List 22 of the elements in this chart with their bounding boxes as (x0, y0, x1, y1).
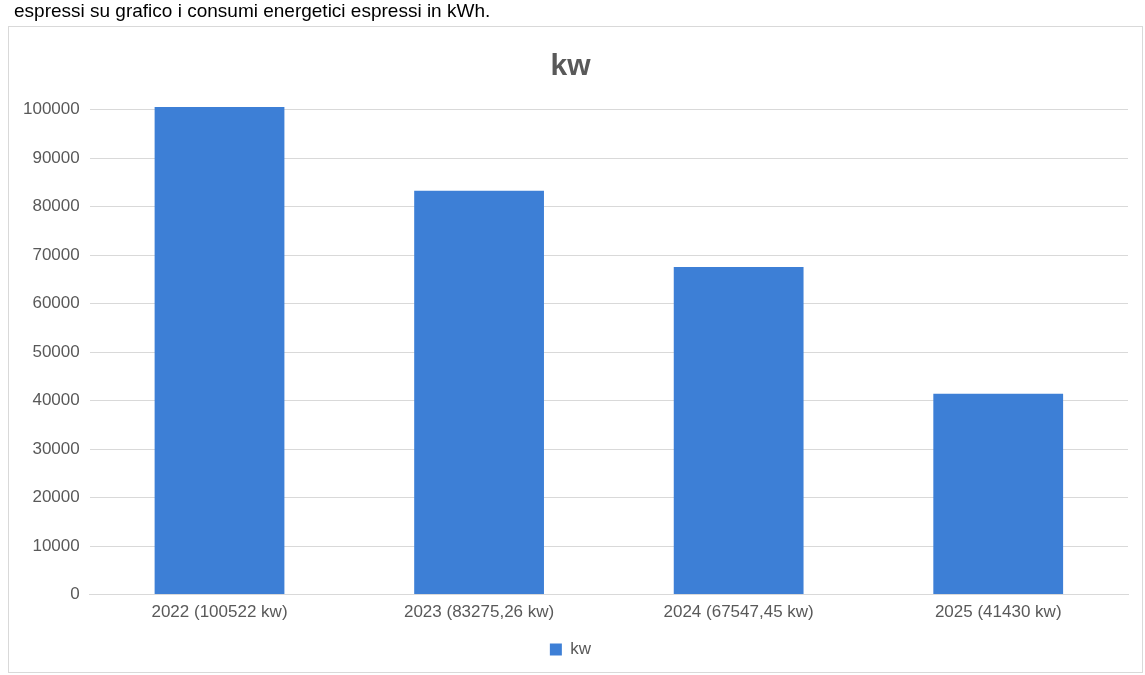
x-tick-label: 2025 (41430 kw) (934, 602, 1062, 622)
bar (154, 107, 285, 595)
y-tick-label: 60000 (32, 293, 80, 313)
y-tick-label: 20000 (32, 487, 80, 507)
chart-title: kw (550, 48, 592, 82)
y-tick-label: 100000 (22, 99, 80, 119)
y-tick-label: 40000 (32, 390, 80, 410)
x-tick-label: 2024 (67547,45 kw) (663, 602, 814, 622)
legend-label: kw (570, 639, 592, 659)
y-tick-label: 10000 (32, 535, 80, 555)
x-tick-label: 2023 (83275,26 kw) (403, 602, 555, 622)
text: espressi su grafico i consumi energetici espressi in kWh. (14, 0, 491, 22)
y-tick-label: 50000 (32, 341, 80, 361)
bar (673, 266, 804, 595)
y-tick-label: 0 (70, 584, 80, 604)
y-tick-label: 70000 (32, 244, 80, 264)
y-tick-label: 30000 (32, 438, 80, 458)
bar (414, 190, 544, 595)
bar (933, 393, 1064, 595)
y-tick-label: 80000 (32, 196, 80, 216)
y-tick-label: 90000 (32, 147, 80, 167)
x-tick-label: 2022 (100522 kw) (151, 602, 288, 622)
